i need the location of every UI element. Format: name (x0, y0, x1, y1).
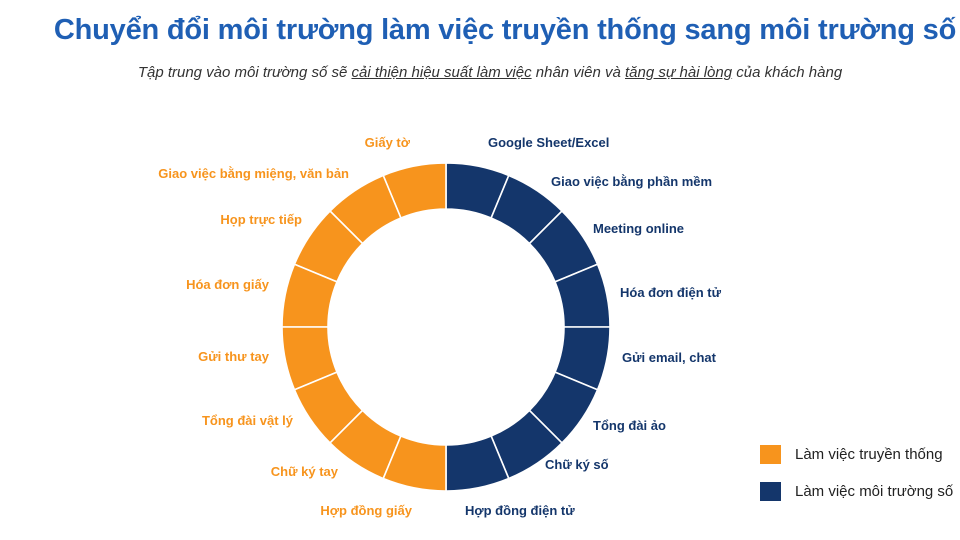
subtitle-highlight-performance: cải thiện hiệu suất làm việc (351, 64, 532, 81)
segment-hoa-don-giay (281, 263, 339, 328)
legend-item-traditional: Làm việc truyền thống (760, 444, 953, 464)
subtitle-text-3: của khách hàng (732, 64, 843, 81)
legend-item-digital: Làm việc môi trường số (760, 481, 953, 501)
label-gui-thu-tay: Gửi thư tay (198, 349, 270, 364)
subtitle-highlight-satisfaction: tăng sự hài lòng (625, 64, 733, 81)
segment-giay-to (382, 162, 447, 220)
label-giao-viec-bang-phan-mem: Giao việc bằng phần mềm (551, 174, 712, 189)
label-tong-dai-vat-ly: Tổng đài vật lý (202, 413, 294, 428)
legend-label-traditional: Làm việc truyền thống (795, 445, 943, 463)
label-chu-ky-so: Chữ ký số (545, 457, 609, 472)
legend-swatch-traditional (760, 444, 781, 464)
label-meeting-online: Meeting online (593, 221, 684, 236)
segment-tong-dai-vat-ly (293, 371, 364, 445)
segment-hop-truc-tiep (293, 209, 364, 283)
label-giay-to: Giấy tờ (365, 135, 411, 150)
label-gui-email-chat: Gửi email, chat (622, 350, 717, 365)
subtitle-text-2: nhân viên và (531, 64, 625, 81)
label-hop-dong-giay: Hợp đồng giấy (320, 503, 412, 518)
label-google-sheet-excel: Google Sheet/Excel (488, 135, 609, 150)
segment-hop-dong-giay (382, 434, 447, 492)
page-subtitle: Tập trung vào môi trường số sẽ cải thiện… (0, 64, 960, 81)
label-tong-dai-ao: Tổng đài ảo (593, 418, 666, 433)
segment-chu-ky-tay (328, 409, 402, 480)
label-hoa-don-giay: Hóa đơn giấy (186, 277, 270, 292)
label-chu-ky-tay: Chữ ký tay (271, 464, 339, 479)
legend: Làm việc truyền thống Làm việc môi trườn… (760, 444, 953, 518)
label-hop-truc-tiep: Họp trực tiếp (220, 212, 302, 227)
subtitle-text-1: Tập trung vào môi trường số sẽ (137, 64, 352, 81)
segment-gui-thu-tay (281, 326, 339, 391)
page-title: Chuyển đổi môi trường làm việc truyền th… (53, 14, 957, 46)
label-hop-dong-dien-tu: Hợp đồng điện tử (465, 503, 575, 518)
legend-label-digital: Làm việc môi trường số (795, 482, 954, 500)
segment-giao-viec-bang-mieng-van-ban (328, 174, 402, 245)
legend-swatch-digital (760, 481, 781, 501)
label-giao-viec-bang-mieng-van-ban: Giao việc bằng miệng, văn bản (158, 166, 349, 181)
label-hoa-don-dien-tu: Hóa đơn điện tử (620, 285, 722, 300)
